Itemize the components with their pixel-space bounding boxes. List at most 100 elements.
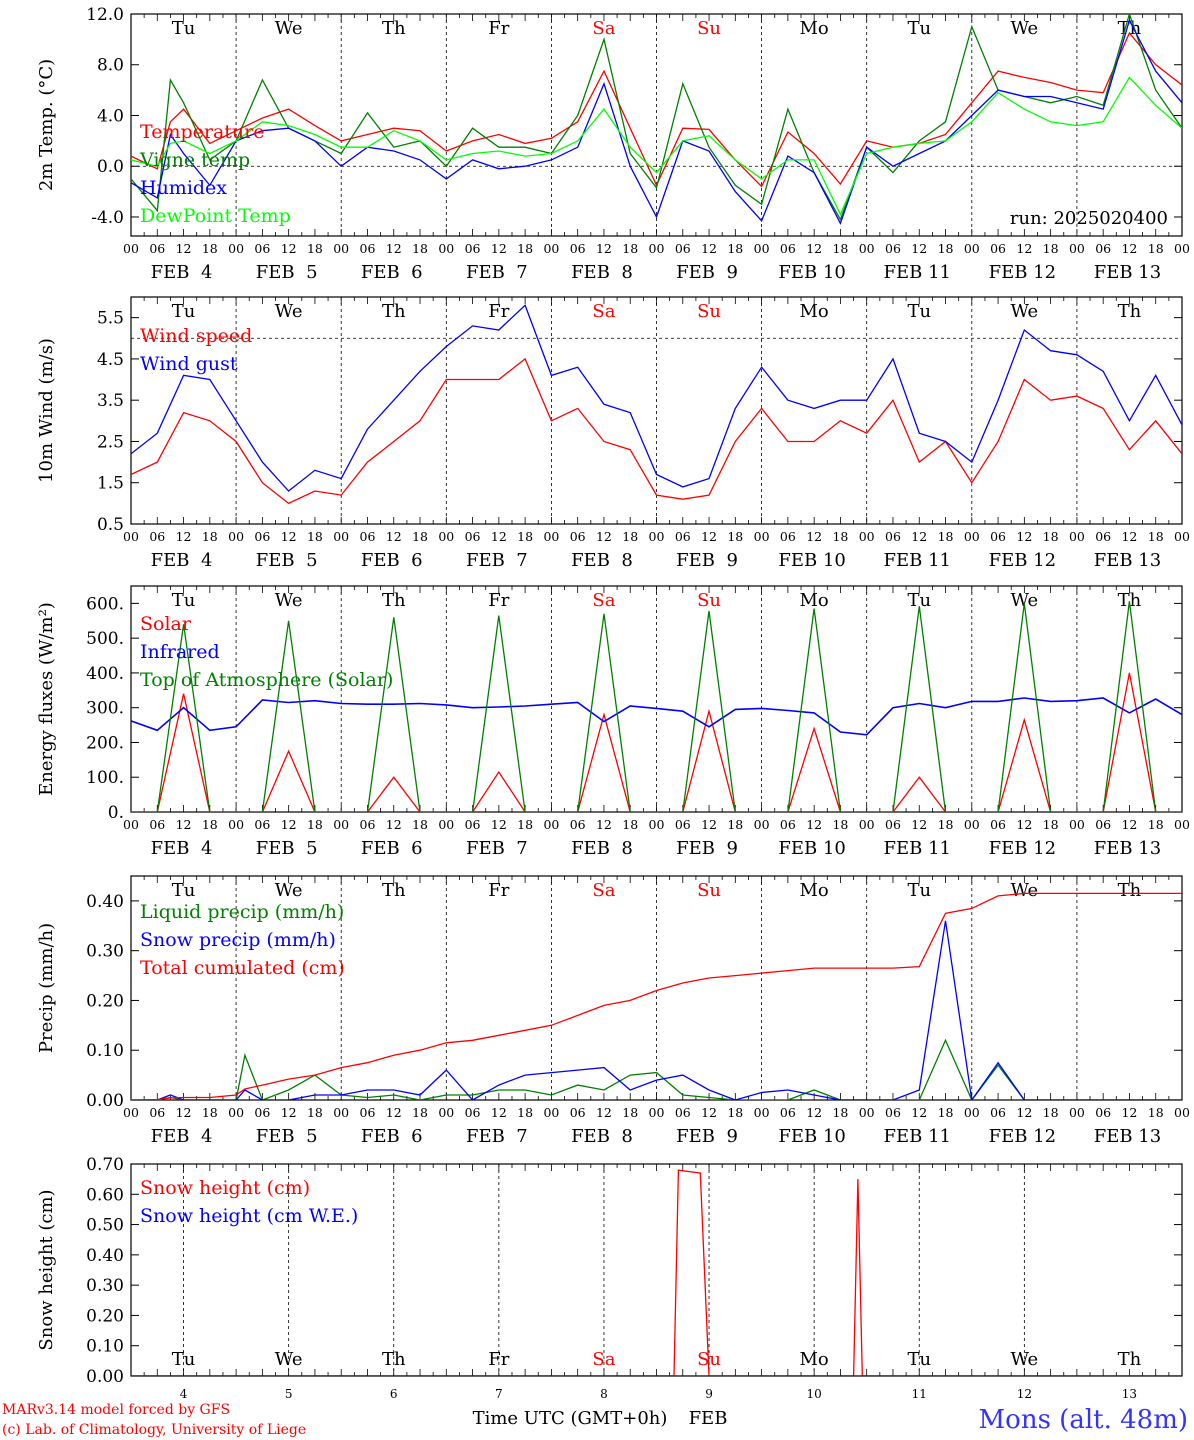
hour-label: 00 [754, 817, 770, 832]
hour-label: 12 [701, 241, 717, 256]
run-annotation: run: 2025020400 [1010, 208, 1168, 229]
date-label: FEB 8 [571, 838, 633, 859]
hour-label: 00 [123, 1105, 139, 1120]
hour-label: 06 [465, 529, 481, 544]
hour-label: 06 [465, 817, 481, 832]
legend-entry: Vigne temp [139, 149, 250, 171]
hour-label: 18 [202, 241, 218, 256]
date-number-label: 9 [705, 1387, 713, 1401]
hour-label: 00 [649, 1105, 665, 1120]
hour-label: 06 [990, 817, 1006, 832]
series-line-solar [131, 672, 1182, 812]
hour-label: 00 [333, 1105, 349, 1120]
legend-entry: Infrared [140, 641, 220, 663]
hour-label: 12 [1016, 817, 1032, 832]
y-tick-label: 1.5 [97, 474, 124, 494]
panel-5: 0.00 0.10 0.20 0.30 0.40 0.50 0.60 0.70 Snow hei… [36, 1155, 1183, 1429]
weekday-label: Tu [907, 18, 931, 39]
x-axis-unit: FEB [689, 1408, 728, 1429]
weekday-label: Th [1118, 880, 1142, 901]
hour-label: 12 [386, 241, 402, 256]
date-label: FEB 11 [884, 550, 951, 571]
weekday-label: We [275, 301, 303, 322]
date-label: FEB 4 [151, 262, 213, 283]
legend-entry: Snow height (cm) [140, 1177, 310, 1199]
weekday-label: Su [697, 590, 721, 611]
hour-label: 12 [281, 1105, 297, 1120]
hour-label: 12 [386, 817, 402, 832]
panel-2: 0.5 1.5 2.5 3.5 4.5 5.5 10m Wind (m/s) Tu We Th Fr… [36, 296, 1190, 571]
weekday-label: Su [697, 18, 721, 39]
date-label: FEB 9 [676, 550, 738, 571]
date-label: FEB 7 [466, 550, 528, 571]
weekday-label: Sa [592, 590, 615, 611]
y-tick-label: 0.40 [86, 1246, 124, 1266]
hour-label: 18 [412, 529, 428, 544]
series-line-wind-gust [131, 304, 1182, 492]
hour-label: 06 [780, 529, 796, 544]
weekday-label: Mo [800, 301, 829, 322]
hour-label: 12 [386, 529, 402, 544]
legend-entry: Solar [140, 613, 192, 635]
y-tick-label: 0.30 [86, 1276, 124, 1296]
hour-label: 18 [622, 241, 638, 256]
hour-label: 00 [333, 241, 349, 256]
series-line-top-of-atmosphere-solar [131, 601, 1182, 812]
legend-entry: Wind speed [140, 325, 252, 347]
hour-label: 06 [570, 241, 586, 256]
hour-label: 18 [202, 1105, 218, 1120]
date-label: FEB 4 [151, 1126, 213, 1147]
hour-label: 06 [360, 529, 376, 544]
panel-3: 0. 100. 200. 300. 400. 500. 600. Energy fluxes … [36, 585, 1190, 859]
date-number-label: 12 [1017, 1387, 1032, 1401]
weekday-label: Fr [488, 1349, 509, 1370]
y-tick-label: -4.0 [91, 208, 124, 228]
hour-label: 18 [517, 529, 533, 544]
hour-label: 06 [465, 1105, 481, 1120]
hour-label: 06 [1095, 817, 1111, 832]
hour-label: 00 [1174, 1105, 1190, 1120]
weekday-label: Sa [592, 18, 615, 39]
y-tick-label: 0.10 [86, 1041, 124, 1061]
hour-label: 12 [1121, 1105, 1137, 1120]
hour-label: 12 [596, 529, 612, 544]
hour-label: 18 [832, 529, 848, 544]
date-label: FEB 6 [361, 838, 423, 859]
y-tick-label: 12.0 [86, 5, 124, 25]
hour-label: 12 [911, 1105, 927, 1120]
y-tick-label: 0. [108, 803, 124, 823]
legend-entry: Snow precip (mm/h) [140, 929, 336, 951]
date-number-label: 13 [1122, 1387, 1137, 1401]
hour-label: 12 [491, 817, 507, 832]
hour-label: 12 [806, 241, 822, 256]
y-tick-label: 4.5 [97, 350, 124, 370]
weekday-label: Sa [592, 1349, 615, 1370]
hour-label: 00 [333, 529, 349, 544]
hour-label: 00 [964, 241, 980, 256]
date-label: FEB 13 [1094, 838, 1161, 859]
hour-label: 18 [1148, 529, 1164, 544]
date-label: FEB 9 [676, 1126, 738, 1147]
weekday-label: Tu [172, 301, 196, 322]
hour-label: 06 [1095, 241, 1111, 256]
date-label: FEB 12 [989, 838, 1056, 859]
y-axis-label: 2m Temp. (°C) [36, 59, 57, 191]
hour-label: 06 [570, 817, 586, 832]
date-label: FEB 5 [256, 550, 318, 571]
weekday-label: Fr [488, 880, 509, 901]
weekday-label: We [1011, 880, 1039, 901]
hour-label: 06 [675, 1105, 691, 1120]
date-number-label: 4 [180, 1387, 188, 1401]
y-tick-label: 0.00 [86, 1367, 124, 1387]
date-label: FEB 11 [884, 838, 951, 859]
date-label: FEB 10 [778, 550, 845, 571]
y-axis-label: Snow height (cm) [36, 1189, 57, 1350]
weekday-label: Tu [907, 301, 931, 322]
weekday-label: Th [382, 590, 406, 611]
hour-label: 06 [885, 529, 901, 544]
series-line-wind-speed [131, 357, 1182, 505]
hour-label: 06 [254, 817, 270, 832]
date-label: FEB 9 [676, 262, 738, 283]
y-tick-label: 0.0 [97, 157, 124, 177]
hour-label: 12 [491, 1105, 507, 1120]
